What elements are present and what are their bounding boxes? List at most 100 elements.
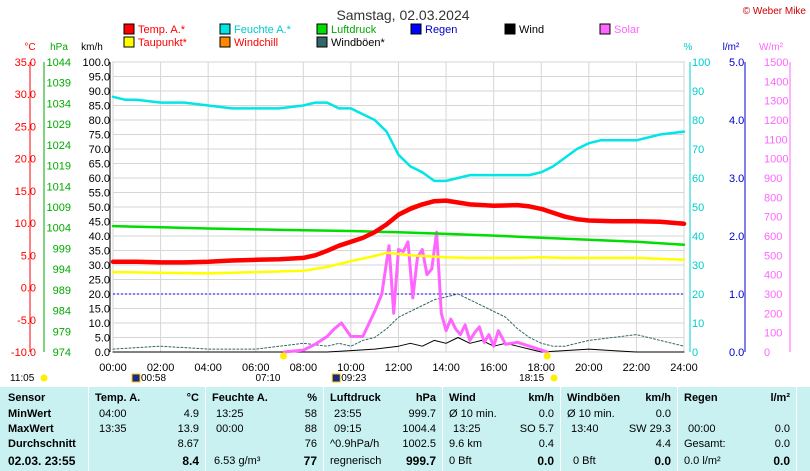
legend-swatch [123,36,135,48]
rain-tick-label: 5.0 [729,57,744,69]
series-luftdruck [111,224,686,246]
wind-tick-label: 20.0 [89,289,110,301]
x-tick-label: 14:00 [432,362,460,374]
legend-label: Feuchte A.* [234,24,292,36]
pressure-avg-value: 1002.5 [402,438,436,450]
axes: 35.0 30.0 25.0 20.0 15.0 10.0 5.0 0.0 -5.0 -10.0 1… [11,57,791,374]
wind-tick-label: 85.0 [89,101,110,113]
wind-tick-label: 100.0 [82,57,110,69]
pressure-tick-label: 1044 [47,57,71,69]
wind-unit: km/h [528,392,554,404]
moonrise-label: 00:58 [141,373,166,384]
x-tick-label: 08:00 [290,362,318,374]
rain-tick-label: 1.0 [729,289,744,301]
x-tick-label: 16:00 [480,362,508,374]
x-tick-label: 10:00 [337,362,365,374]
legend-label: Taupunkt* [138,37,188,49]
wind-tick-label: 60.0 [89,173,110,185]
humidity-tick-label: 60 [692,173,704,185]
temp-unit-label: °C [24,42,35,53]
pressure-tick-label: 984 [53,306,71,318]
humidity-avg-value: 76 [304,438,317,450]
temp-unit: °C [186,392,199,404]
solar-tick-label: 1500 [764,57,788,69]
wind-tick-label: 90.0 [89,86,110,98]
temp-tick-label: 5.0 [21,250,36,262]
humidity-max-time: 00:00 [216,423,244,435]
x-tick-label: 02:00 [147,362,175,374]
pressure-tick-label: 1009 [47,202,71,214]
gust-beaufort: 0 Bft [573,455,596,467]
humidity-tick-label: 40 [692,231,704,243]
rain-header: Regen [684,392,718,404]
pressure-unit-label: hPa [50,42,68,53]
pressure-tick-label: 1014 [47,181,71,193]
solar-tick-label: 900 [764,173,782,185]
humidity-min-value: 58 [304,408,317,420]
temp-current-value: 8.4 [182,454,199,468]
rain-tick-label: 0.0 [729,347,744,359]
wind-unit-label: km/h [81,42,103,53]
legend-label: Regen [425,24,457,36]
series-taupunkt [111,251,686,275]
legend-label: Luftdruck [331,24,377,36]
pressure-tick-label: 1004 [47,223,71,235]
solar-tick-label: 300 [764,289,782,301]
sunset-label: 18:15 [519,373,544,384]
min-label: MinWert [8,408,52,420]
wind-header: Wind [449,392,476,404]
temp-tick-label: 25.0 [15,121,36,133]
humidity-tick-label: 80 [692,115,704,127]
sunset-dot [543,352,551,360]
gust-max-value: SW 29.3 [628,423,671,435]
sensor-header: Sensor [8,392,46,404]
pressure-tick-label: 1034 [47,98,71,110]
humidity-min-time: 13:25 [216,408,244,420]
legend-label: Temp. A.* [138,24,186,36]
pressure-tick-label: 1024 [47,140,71,152]
pressure-tick-label: 994 [53,264,71,276]
wind-tick-label: 95.0 [89,72,110,84]
temp-header: Temp. A. [95,392,141,404]
wind-tick-label: 50.0 [89,202,110,214]
temp-max-time: 13:35 [99,423,127,435]
wind-tick-label: 80.0 [89,115,110,127]
gust-current-value: 0.0 [654,454,671,468]
pressure-tick-label: 1039 [47,78,71,90]
legend-label: Wind [519,24,544,36]
wind-tick-label: 30.0 [89,260,110,272]
rain-unit: l/m² [770,392,790,404]
temp-tick-label: -5.0 [17,315,36,327]
series-layer [110,95,687,354]
wind-tick-label: 40.0 [89,231,110,243]
solar-tick-label: 100 [764,328,782,340]
rain-tick-label: 4.0 [729,115,744,127]
solar-unit-label: W/m² [759,42,784,53]
solar-tick-label: 1400 [764,76,788,88]
wind-current-value: 0.0 [537,454,554,468]
series-temp-a [110,198,687,265]
wind-tick-label: 55.0 [89,188,110,200]
legend-label: Solar [614,24,640,36]
pressure-tick-label: 974 [53,347,71,359]
avg-label: Durchschnitt [8,438,76,450]
pressure-max-time: 09:15 [334,423,362,435]
x-tick-label: 18:00 [527,362,555,374]
solar-tick-label: 500 [764,250,782,262]
temp-max-value: 13.9 [177,423,199,435]
wind-tick-label: 15.0 [89,304,110,316]
legend-swatch [123,23,135,35]
pressure-min-time: 23:55 [334,408,362,420]
legend-label: Windchill [234,37,278,49]
x-tick-label: 00:00 [99,362,127,374]
gust-max-time: 13:40 [571,423,599,435]
x-tick-label: 20:00 [575,362,603,374]
solar-tick-label: 700 [764,212,782,224]
humidity-tick-label: 0 [692,347,698,359]
rain-current-value: 0.0 [773,454,790,468]
humidity-unit: % [307,392,317,404]
temp-tick-label: 15.0 [15,186,36,198]
rain-unit-label: l/m² [723,42,740,53]
rain-tick-label: 2.0 [729,231,744,243]
pressure-tick-label: 999 [53,243,71,255]
